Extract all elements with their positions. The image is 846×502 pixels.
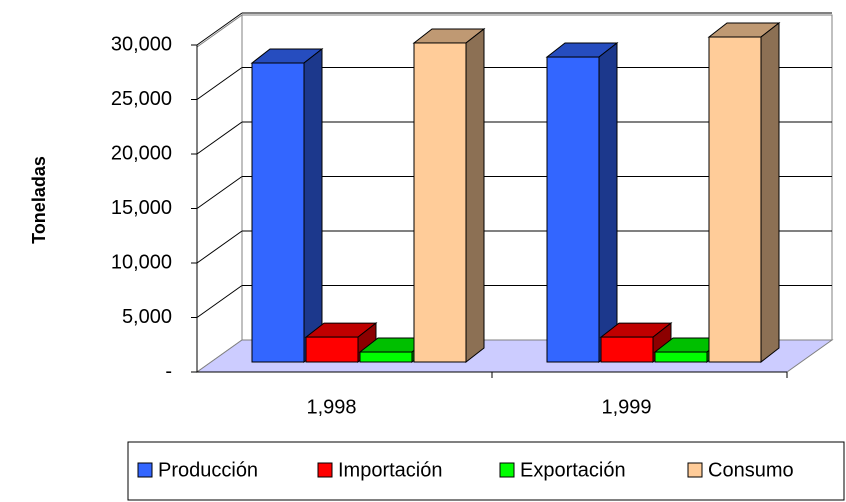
legend-label: Producción [158,459,258,481]
legend-label: Exportación [520,459,626,481]
x-tick-label: 1,999 [601,396,651,418]
y-tick-label: 5,000 [122,306,172,328]
legend-label: Consumo [708,459,794,481]
y-axis-label: Toneladas [29,156,49,244]
bar [708,36,762,363]
y-tick-label: 20,000 [111,142,172,164]
grid-line [196,176,243,209]
legend-label: Importación [338,459,443,481]
x-tick-label: 1,998 [306,396,356,418]
bar [546,56,600,363]
bar-side [760,21,780,364]
y-tick-label: 10,000 [111,251,172,273]
grid-line [196,12,243,46]
bar-side [303,47,323,364]
bar [359,351,413,363]
y-tick-label: 30,000 [111,33,172,55]
bar [654,351,708,363]
side-wall [196,14,243,373]
legend-swatch [687,462,703,478]
legend [127,441,845,501]
grid-line [196,121,243,155]
grid-line [196,285,243,318]
grid-line [196,230,243,264]
legend-swatch [499,462,515,478]
y-tick-label: - [165,360,172,382]
bar [251,62,305,363]
y-tick-label: 25,000 [111,88,172,110]
grid-line [196,67,243,100]
bar [600,336,654,363]
legend-swatch [317,462,333,478]
legend-swatch [137,462,153,478]
y-tick-label: 15,000 [111,197,172,219]
bar-side [465,27,485,364]
bar [413,42,467,363]
bar-side [598,42,618,364]
bar [305,336,359,363]
